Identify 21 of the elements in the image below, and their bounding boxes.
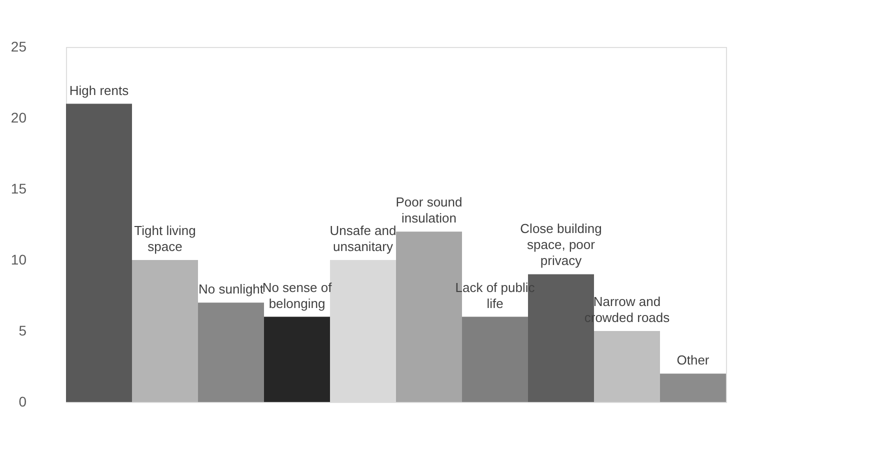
x-tick-label: No sense of belonging [262,280,332,311]
bar [660,374,726,402]
x-tick-label: Tight living space [134,223,196,254]
y-tick-label: 10 [10,252,27,268]
bar [264,316,330,402]
bar [462,316,528,402]
y-tick-label: 5 [18,322,27,338]
y-tick-label: 15 [10,180,27,196]
bar [594,331,660,402]
y-tick-label: 0 [18,394,27,410]
bar [66,104,132,402]
x-tick-label: Other [676,352,710,368]
bar [198,302,264,402]
x-tick-label: Unsafe and unsanitary [330,223,396,254]
y-tick-label: 25 [10,38,27,54]
bar [132,260,198,402]
x-tick-label: No sunlight [198,282,264,297]
y-tick-label: 20 [10,110,27,126]
x-tick-label: Poor sound insulation [396,194,462,226]
x-tick-label: Close building space, poor privacy [520,221,602,268]
x-tick-label: High rents [69,82,130,98]
